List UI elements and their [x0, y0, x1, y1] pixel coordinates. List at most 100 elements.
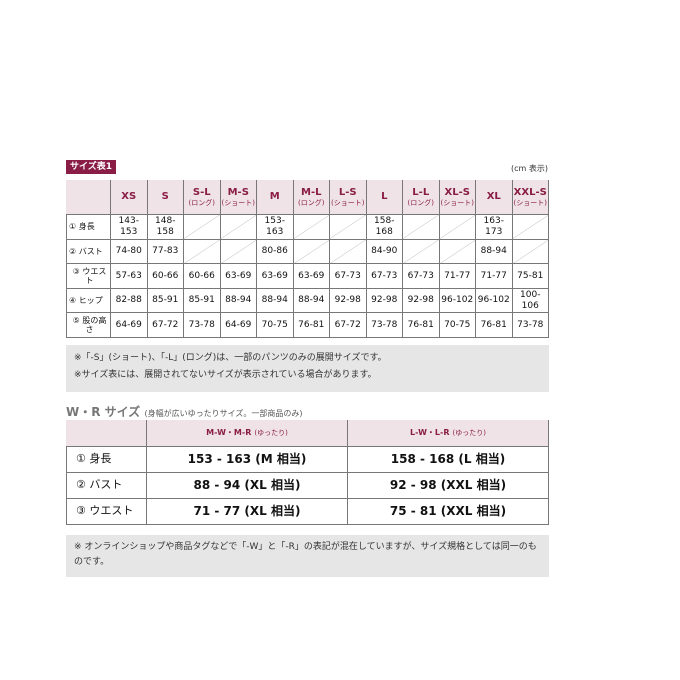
cell: 60-66 [184, 264, 221, 289]
empty-cell [512, 215, 549, 240]
cell: 75 - 81 (XXL 相当) [348, 499, 549, 525]
cell: 85-91 [147, 288, 184, 314]
diagonal [330, 240, 366, 264]
diagonal [403, 240, 439, 264]
cell: 80-86 [257, 239, 294, 265]
cell: 73-78 [184, 313, 221, 338]
column-header: M-L (ロング) [293, 180, 330, 215]
cell: 73-78 [512, 313, 549, 338]
diagonal [513, 240, 549, 264]
column-sub: (ゆったり) [254, 428, 288, 437]
diagonal [330, 215, 366, 239]
cell: 57-63 [111, 264, 148, 289]
column-name: XS [121, 191, 137, 203]
column-header: XS [111, 180, 148, 215]
cell: 70-75 [257, 313, 294, 338]
cell: 67-72 [330, 313, 367, 338]
diagonal [294, 240, 330, 264]
cell: 92-98 [403, 288, 440, 314]
diagonal [403, 215, 439, 239]
cell: 60-66 [147, 264, 184, 289]
cell: 158-168 [366, 215, 403, 240]
column-header: XXL-S (ショート) [512, 180, 549, 215]
column-name: XXL-S [513, 187, 547, 199]
column-sub: (ショート) [331, 198, 365, 207]
note-row: ※サイズ表には、展開されてないサイズが表示されている場合があります。 [74, 367, 541, 384]
cell: 96-102 [476, 288, 513, 314]
column-header: XL-S (ショート) [439, 180, 476, 215]
column-sub: (ゆったり) [452, 428, 486, 437]
diagonal [184, 240, 220, 264]
column-sub: (ショート) [221, 198, 255, 207]
column-name: L-L [412, 187, 430, 199]
diagonal [440, 240, 476, 264]
cell: 88-94 [257, 288, 294, 314]
cell: 153-163 [257, 215, 294, 240]
diagonal [440, 215, 476, 239]
cell: 67-73 [403, 264, 440, 289]
cell: 143-153 [111, 215, 148, 240]
cell: 85-91 [184, 288, 221, 314]
diagonal [294, 215, 330, 239]
column-header: S [147, 180, 184, 215]
diagonal [513, 215, 549, 239]
column-name: L-W・L-R [410, 428, 450, 438]
column-header: L-W・L-R (ゆったり) [348, 420, 549, 447]
column-name: M [269, 191, 280, 203]
column-name: XL [486, 191, 501, 203]
header-corner [66, 420, 147, 447]
column-name: M-S [227, 187, 249, 199]
note-line: ※サイズ表には、展開されてないサイズが表示されている場合があります。 [74, 370, 377, 381]
cell: 92 - 98 (XXL 相当) [348, 473, 549, 499]
wr-title-text: W・R サイズ [66, 405, 141, 419]
cell: 158 - 168 (L 相当) [348, 447, 549, 473]
cell: 153 - 163 (M 相当) [147, 447, 348, 473]
row-label: ① 身長 [66, 215, 111, 240]
empty-cell [403, 215, 440, 240]
column-sub: (ロング) [407, 198, 434, 207]
note: ※ オンラインショップや商品タグなどで「-W」と「-R」の表記が混在していますが… [66, 535, 549, 577]
column-header: M-S (ショート) [220, 180, 257, 215]
cell: 64-69 [220, 313, 257, 338]
cell: 63-69 [220, 264, 257, 289]
column-sub: (ショート) [513, 198, 547, 207]
empty-cell [293, 239, 330, 265]
wr-subtitle: (身幅が広いゆったりサイズ。一部商品のみ) [144, 409, 303, 418]
column-header: XL [476, 180, 513, 215]
cell: 75-81 [512, 264, 549, 289]
diagonal [221, 240, 257, 264]
cell: 71-77 [476, 264, 513, 289]
cell: 73-78 [366, 313, 403, 338]
column-sub: (ロング) [188, 198, 215, 207]
cell: 96-102 [439, 288, 476, 314]
cell: 88-94 [220, 288, 257, 314]
cell: 67-73 [330, 264, 367, 289]
empty-cell [439, 215, 476, 240]
row-label: ④ ヒップ [66, 288, 111, 314]
cell: 63-69 [257, 264, 294, 289]
column-sub: (ショート) [440, 198, 474, 207]
column-name: M-W・M-R [206, 428, 252, 438]
row-label: ② バスト [66, 239, 111, 265]
cell: 64-69 [111, 313, 148, 338]
empty-cell [220, 239, 257, 265]
column-header: L-L (ロング) [403, 180, 440, 215]
note-line: ※「-S」(ショート)、「-L」(ロング)は、一部のパンツのみの展開サイズです。 [74, 353, 387, 363]
cell: 63-69 [293, 264, 330, 289]
wr-title: W・R サイズ (身幅が広いゆったりサイズ。一部商品のみ) [66, 403, 303, 420]
column-header: S-L (ロング) [184, 180, 221, 215]
empty-cell [330, 239, 367, 265]
note-row: ※「-S」(ショート)、「-L」(ロング)は、一部のパンツのみの展開サイズです。 [74, 350, 541, 367]
row-label: ① 身長 [66, 447, 147, 473]
row-label: ③ ウエスト [66, 264, 111, 289]
column-header: L [366, 180, 403, 215]
column-header: M-W・M-R (ゆったり) [147, 420, 348, 447]
cell: 88-94 [476, 239, 513, 265]
notes: ※「-S」(ショート)、「-L」(ロング)は、一部のパンツのみの展開サイズです。… [66, 345, 549, 392]
cell: 148-158 [147, 215, 184, 240]
cell: 82-88 [111, 288, 148, 314]
cell: 67-72 [147, 313, 184, 338]
row-label: ③ ウエスト [66, 499, 147, 525]
cell: 74-80 [111, 239, 148, 265]
cell: 70-75 [439, 313, 476, 338]
